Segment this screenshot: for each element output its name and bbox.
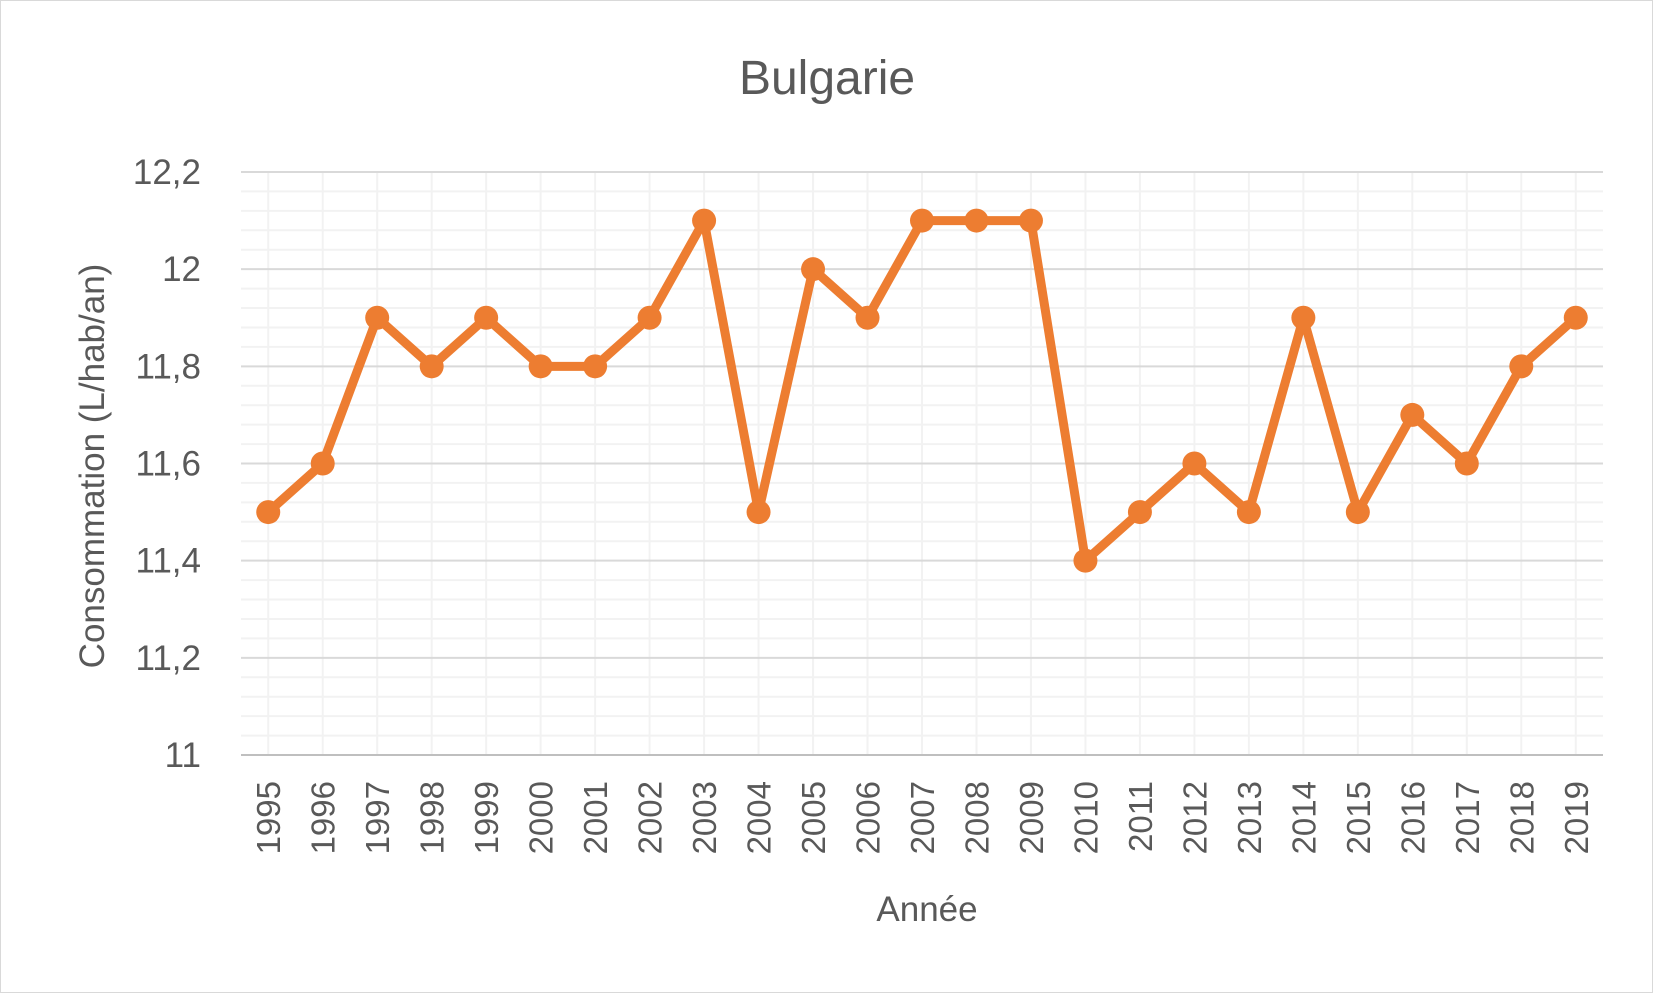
x-tick-label: 1998 <box>414 781 451 854</box>
data-point <box>1563 305 1588 330</box>
data-point <box>746 500 771 525</box>
x-tick-label: 2004 <box>741 781 778 854</box>
data-point <box>365 305 390 330</box>
y-tick-label: 12 <box>162 250 201 289</box>
x-tick-label: 1996 <box>305 781 342 854</box>
x-tick-label: 2002 <box>632 781 669 854</box>
data-point <box>910 208 934 233</box>
x-tick-label: 2016 <box>1394 781 1431 854</box>
x-axis-title: Année <box>876 890 977 929</box>
data-point <box>1345 500 1370 525</box>
x-tick-label: 2001 <box>577 781 614 854</box>
y-tick-label: 11,6 <box>135 445 201 484</box>
x-tick-label: 2010 <box>1067 781 1104 854</box>
y-tick-label: 11,8 <box>135 347 201 386</box>
x-tick-label: 2009 <box>1013 781 1050 854</box>
x-tick-label: 2011 <box>1122 781 1159 852</box>
data-point <box>1509 354 1534 379</box>
data-point <box>1400 402 1425 427</box>
chart-title: Bulgarie <box>739 52 915 105</box>
x-tick-label: 2014 <box>1285 781 1322 854</box>
data-point <box>637 305 662 330</box>
y-tick-label: 12,2 <box>133 153 201 192</box>
y-tick-label: 11 <box>165 736 201 775</box>
x-tick-label: 2005 <box>795 781 832 854</box>
data-point <box>1073 548 1098 573</box>
data-point <box>1182 451 1207 476</box>
y-tick-label: 11,2 <box>135 639 201 678</box>
data-point <box>855 305 880 330</box>
y-tick-label: 11,4 <box>135 542 201 581</box>
data-point <box>528 354 553 379</box>
grid <box>241 171 1603 755</box>
series <box>256 208 1588 573</box>
data-point <box>256 500 281 525</box>
data-point <box>583 354 608 379</box>
x-tick-label: 2018 <box>1503 781 1540 854</box>
data-point <box>1291 305 1316 330</box>
data-point <box>692 208 717 233</box>
data-point <box>1127 500 1152 525</box>
x-tick-label: 2003 <box>686 781 723 854</box>
x-tick-label: 2019 <box>1558 781 1595 854</box>
data-point <box>801 257 826 282</box>
data-point <box>310 451 335 476</box>
x-tick-label: 2007 <box>904 781 941 854</box>
x-tick-label: 2013 <box>1231 781 1268 854</box>
axes: 11 11,2 11,4 11,6 11,8 12 12,2 1995 1996 1997 1998… <box>133 153 1603 854</box>
x-tick-label: 2015 <box>1340 781 1377 854</box>
x-tick-label: 1999 <box>468 781 505 854</box>
data-point <box>964 208 989 233</box>
x-tick-label: 1995 <box>250 781 287 854</box>
x-tick-label: 2017 <box>1449 781 1486 854</box>
data-point <box>474 305 499 330</box>
y-axis-title: Consommation (L/hab/an) <box>73 264 112 669</box>
x-tick-label: 1997 <box>359 781 396 854</box>
data-point <box>1018 208 1043 233</box>
x-tick-label: 2012 <box>1176 781 1213 854</box>
x-tick-label: 2006 <box>850 781 887 854</box>
data-point <box>1236 500 1261 525</box>
x-tick-label: 2008 <box>958 781 995 854</box>
data-point <box>419 354 444 379</box>
x-tick-label: 2000 <box>523 781 560 854</box>
data-point <box>1454 451 1479 476</box>
